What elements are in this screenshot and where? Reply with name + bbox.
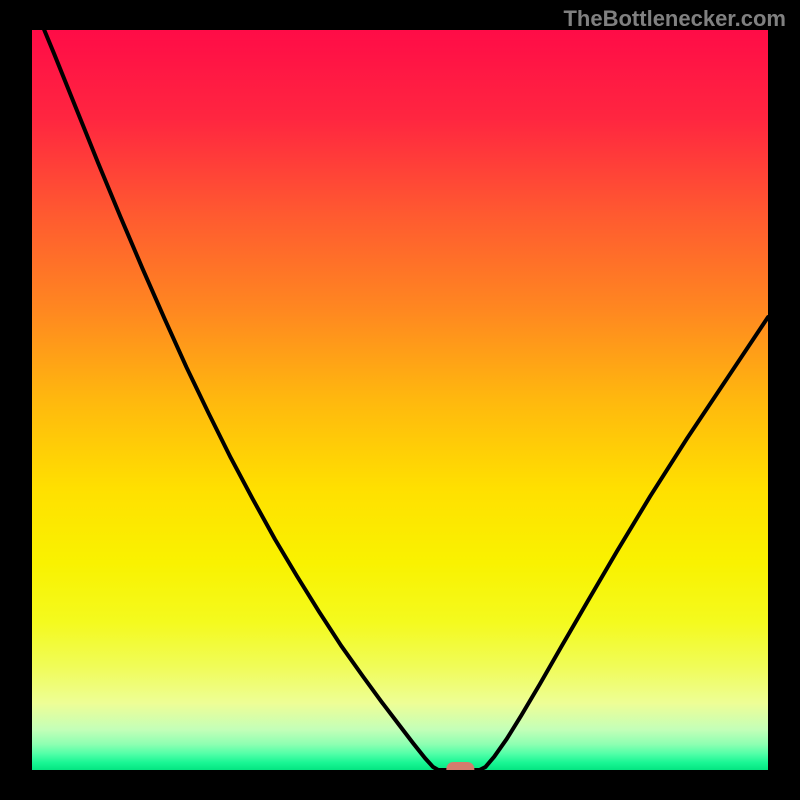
bottleneck-chart bbox=[32, 30, 768, 770]
gradient-background bbox=[32, 30, 768, 770]
chart-container: TheBottlenecker.com bbox=[0, 0, 800, 800]
optimal-point-marker bbox=[446, 762, 474, 770]
watermark-text: TheBottlenecker.com bbox=[563, 6, 786, 32]
